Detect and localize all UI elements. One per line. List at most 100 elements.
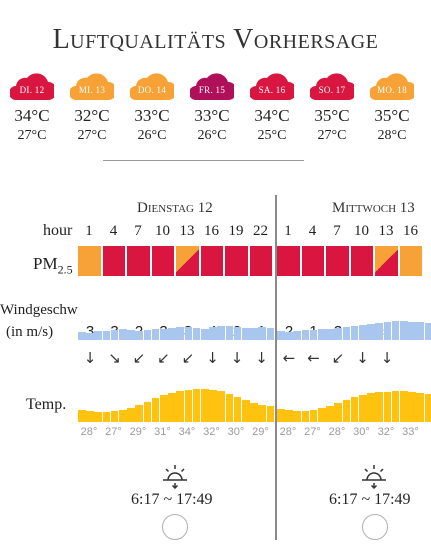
pm-label: PM2.5 [33, 254, 73, 277]
hour-tick: 4 [308, 223, 317, 239]
forecast-day[interactable]: MI. 13 32°C 27°C [66, 68, 118, 148]
wind-direction-icon: ↓ [230, 349, 244, 367]
wind-direction-icon: ↓ [255, 349, 268, 367]
temperature-bar [184, 390, 193, 422]
wind-bar [233, 327, 242, 340]
wind-bar [135, 331, 143, 340]
temperature-bar [176, 391, 184, 422]
sun-times-tuesday: 6:17 ~ 17:49 [131, 491, 213, 508]
forecast-low-temp: 27°C [17, 128, 47, 143]
temperature-bar [258, 405, 266, 422]
hour-tick: 1 [85, 223, 93, 239]
pm-cell[interactable] [151, 246, 174, 276]
forecast-day[interactable]: MO. 18 35°C 28°C [366, 68, 418, 148]
temperature-bar [424, 394, 431, 422]
temperature-value: 28° [328, 426, 346, 438]
wind-bar [391, 321, 400, 340]
wind-bar [266, 328, 275, 340]
pm-cell[interactable] [277, 246, 300, 276]
cloud-icon [70, 73, 114, 100]
forecast-low-temp: 27°C [317, 128, 347, 143]
pm-cell[interactable] [225, 246, 248, 276]
temp-label: Temp. [26, 396, 67, 413]
wind-bar [383, 322, 392, 340]
pm-cell[interactable] [350, 246, 373, 276]
wind-direction-icon: ↙ [157, 349, 170, 367]
temperature-bar [416, 393, 424, 422]
forecast-day-label: DO. 14 [137, 85, 167, 95]
wind-speed-value: 3 [85, 323, 95, 340]
temperature-value: 29° [252, 426, 269, 438]
wind-direction-icon: ↘ [108, 349, 121, 367]
wind-bar [367, 324, 375, 340]
temperature-value: 32° [203, 426, 220, 438]
temperature-bar [391, 391, 400, 422]
wind-direction-icon: ↙ [331, 349, 345, 367]
wind-bar [209, 327, 217, 340]
pm-cell[interactable] [200, 246, 223, 276]
wind-bar [94, 331, 102, 340]
temperature-bar [301, 411, 310, 422]
wind-unit-label: (in m/s) [6, 324, 54, 340]
pm-cell[interactable] [78, 246, 101, 276]
expand-toggle[interactable] [162, 514, 188, 540]
forecast-low-temp: 27°C [77, 128, 107, 143]
wind-bar [359, 325, 367, 340]
temperature-bar [367, 393, 375, 422]
wind-bar [168, 328, 176, 340]
temperature-bar [309, 410, 318, 422]
forecast-high-temp: 34°C [254, 106, 290, 125]
forecast-low-temp: 26°C [137, 128, 167, 143]
cloud-icon [250, 73, 294, 100]
temperature-bar [209, 390, 217, 422]
hour-tick: 10 [155, 223, 170, 239]
temperature-value: 28° [80, 426, 98, 438]
wind-bar [110, 330, 119, 340]
temperature-value: 32° [377, 426, 395, 438]
forecast-high-temp: 35°C [314, 106, 350, 125]
hour-tick: 16 [403, 223, 418, 239]
temperature-value: 31° [154, 426, 171, 438]
pm-cell[interactable] [249, 246, 272, 276]
forecast-day-label: SO. 17 [318, 85, 346, 95]
pm-cell[interactable] [375, 246, 398, 276]
wind-bar [217, 326, 225, 340]
forecast-day[interactable]: SA. 16 34°C 25°C [246, 68, 298, 148]
wind-bar [86, 333, 94, 340]
temperature-bar [201, 389, 209, 422]
wind-bar [225, 326, 234, 340]
wind-direction-icon: ↙ [181, 349, 195, 367]
wind-direction-icon: ↙ [132, 349, 146, 367]
forecast-day[interactable]: FR. 15 33°C 26°C [186, 68, 238, 148]
temperature-bar [192, 389, 201, 422]
wind-bar [102, 331, 111, 340]
wind-bar [424, 323, 431, 340]
temperature-bar [102, 412, 111, 422]
temperature-value: 27° [105, 426, 122, 438]
hour-tick: 4 [109, 223, 118, 239]
cloud-icon [310, 73, 354, 100]
wind-bar [201, 329, 209, 340]
pm-cell[interactable] [127, 246, 150, 276]
wind-bar [301, 330, 310, 340]
expand-toggle-wednesday[interactable] [362, 514, 388, 540]
wind-bar [242, 328, 250, 340]
pm-cell[interactable] [326, 246, 349, 276]
temperature-bar [334, 403, 342, 422]
pm-cell[interactable] [301, 246, 324, 276]
forecast-day[interactable]: SO. 17 35°C 27°C [306, 68, 358, 148]
hour-tick: 7 [333, 223, 341, 239]
pm-cell[interactable] [399, 246, 422, 276]
wind-bar [184, 327, 193, 340]
day-heading-tuesday: Dienstag 12 [137, 200, 213, 216]
forecast-day[interactable]: DI. 12 34°C 27°C [6, 68, 58, 148]
temperature-bar [277, 409, 285, 422]
sunrise-icon [163, 465, 187, 489]
pm-cell[interactable] [102, 246, 125, 276]
wind-bar [258, 327, 266, 340]
temperature-bar [78, 410, 86, 422]
forecast-high-temp: 33°C [194, 106, 230, 125]
pm-cell[interactable] [176, 246, 199, 276]
wind-bar [309, 330, 318, 340]
forecast-day[interactable]: DO. 14 33°C 26°C [126, 68, 178, 148]
